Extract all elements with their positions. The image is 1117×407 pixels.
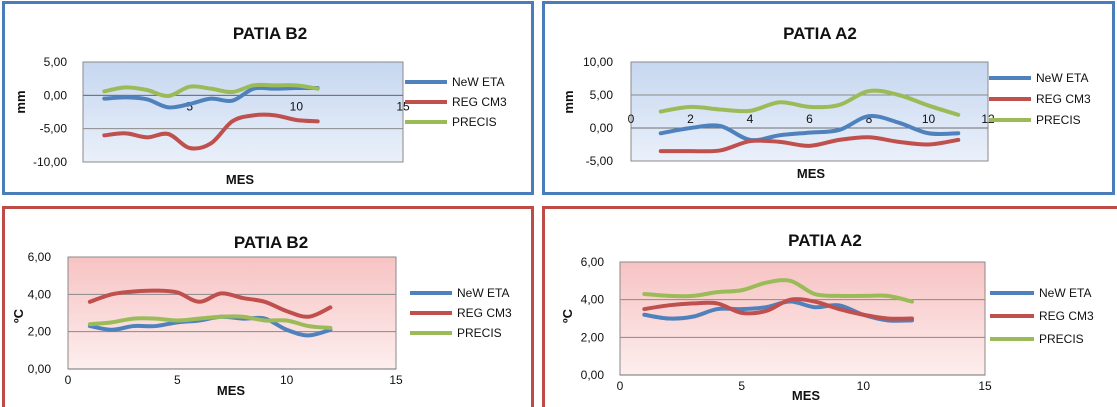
- y-tick-label: 2,00: [28, 325, 52, 339]
- legend-label-reg-cm3: REG CM3: [1036, 92, 1091, 106]
- y-tick-label: 4,00: [28, 287, 52, 301]
- chart-panel-patia-a2-temp: 6,00 4,00 2,00 0,00 0 5 10 15 PATIA A2 ºC MES NeW E…: [542, 206, 1117, 407]
- chart-title: PATIA B2: [233, 24, 307, 43]
- y-tick-label: -10,00: [33, 155, 67, 169]
- x-tick-label: 10: [922, 112, 936, 126]
- x-tick-label: 2: [687, 112, 694, 126]
- x-axis-label: MES: [797, 166, 826, 181]
- series-line-new-eta: [658, 113, 961, 143]
- series-line-reg-cm3: [102, 112, 320, 151]
- x-tick-label: 10: [857, 379, 871, 393]
- chart-title: PATIA A2: [788, 231, 862, 250]
- series-line-reg-cm3: [642, 297, 914, 321]
- y-tick-label: 0,00: [28, 362, 52, 376]
- y-tick-label: 10,00: [583, 55, 613, 69]
- chart-title: PATIA A2: [783, 24, 857, 43]
- chart-svg: 6,00 4,00 2,00 0,00 0 5 10 15 PATIA A2 ºC MES NeW E…: [560, 231, 1094, 403]
- series-line-precis: [102, 82, 320, 99]
- legend-label-reg-cm3: REG CM3: [457, 306, 512, 320]
- y-tick-label: 0,00: [581, 368, 605, 382]
- chart-panel-patia-b2-precip: 5,00 0,00 -5,00 -10,00 5 10 15 PATIA B2 mm MES NeW…: [2, 1, 534, 195]
- series-line-precis: [87, 314, 333, 330]
- legend-label-precis: PRECIS: [1039, 332, 1084, 346]
- y-tick-label: -5,00: [40, 122, 68, 136]
- x-tick-label: 8: [866, 112, 873, 126]
- y-axis-label: ºC: [560, 308, 575, 323]
- chart-svg: 6,00 4,00 2,00 0,00 0 5 10 15 PATIA B2 ºC MES NeW E…: [11, 233, 512, 398]
- y-tick-label: 0,00: [44, 88, 68, 102]
- x-tick-label: 5: [174, 373, 181, 387]
- x-tick-label: 15: [978, 379, 992, 393]
- y-axis-label: ºC: [11, 308, 26, 323]
- y-tick-label: 0,00: [590, 121, 614, 135]
- x-tick-label: 0: [628, 112, 635, 126]
- series-line-precis: [642, 278, 914, 304]
- y-tick-label: 5,00: [590, 88, 614, 102]
- y-tick-label: 4,00: [581, 293, 605, 307]
- y-tick-label: 5,00: [44, 55, 68, 69]
- x-tick-label: 0: [65, 373, 72, 387]
- legend-label-precis: PRECIS: [457, 326, 502, 340]
- x-tick-label: 5: [186, 99, 193, 113]
- x-axis-label: MES: [226, 172, 255, 187]
- chart-panel-patia-b2-temp: 6,00 4,00 2,00 0,00 0 5 10 15 PATIA B2 ºC MES NeW E…: [2, 206, 534, 407]
- y-axis-label: mm: [561, 90, 576, 113]
- chart-panel-patia-a2-precip: 10,00 5,00 0,00 -5,00 0 2 4 6 8 10 12 PATIA A2 mm MES…: [542, 1, 1115, 195]
- chart-svg: 10,00 5,00 0,00 -5,00 0 2 4 6 8 10 12 PATIA A2 mm MES…: [561, 24, 1091, 181]
- series-line-reg-cm3: [87, 288, 333, 319]
- x-tick-label: 5: [738, 379, 745, 393]
- plot-area: [82, 61, 404, 163]
- legend-label-reg-cm3: REG CM3: [452, 95, 507, 109]
- x-axis-label: MES: [217, 383, 246, 398]
- legend-label-reg-cm3: REG CM3: [1039, 309, 1094, 323]
- x-tick-label: 0: [617, 379, 624, 393]
- y-tick-label: 2,00: [581, 330, 605, 344]
- x-tick-label: 4: [747, 112, 754, 126]
- legend-label-precis: PRECIS: [1036, 113, 1081, 127]
- x-tick-label: 10: [290, 99, 304, 113]
- y-tick-label: 6,00: [28, 250, 52, 264]
- x-tick-label: 12: [981, 112, 995, 126]
- legend-label-new-eta: NeW ETA: [457, 286, 509, 300]
- legend-label-new-eta: NeW ETA: [452, 75, 504, 89]
- x-tick-label: 10: [280, 373, 294, 387]
- series-line-precis: [658, 88, 961, 117]
- x-axis-label: MES: [792, 388, 821, 403]
- legend-label-new-eta: NeW ETA: [1039, 286, 1091, 300]
- chart-title: PATIA B2: [234, 233, 308, 252]
- x-tick-label: 15: [389, 373, 403, 387]
- y-tick-label: 6,00: [581, 255, 605, 269]
- legend-label-precis: PRECIS: [452, 115, 497, 129]
- y-axis-label: mm: [13, 90, 28, 113]
- series-line-new-eta: [102, 85, 320, 110]
- legend-label-new-eta: NeW ETA: [1036, 71, 1088, 85]
- plot-area: [67, 256, 397, 370]
- y-tick-label: -5,00: [586, 154, 614, 168]
- x-tick-label: 6: [806, 112, 813, 126]
- series-line-reg-cm3: [658, 135, 961, 154]
